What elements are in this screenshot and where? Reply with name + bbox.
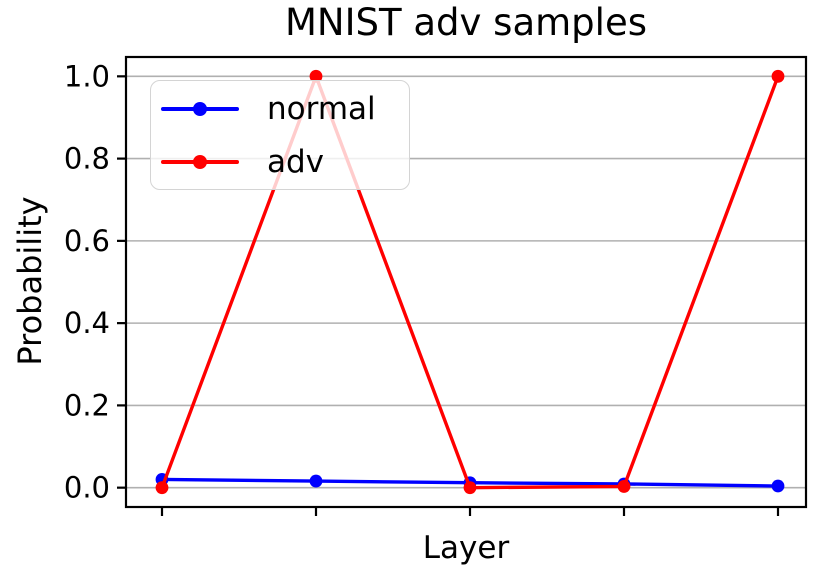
legend-label-normal: normal <box>267 91 376 127</box>
y-axis-label: Probability <box>11 196 49 366</box>
y-tick-label: 0.4 <box>64 306 110 340</box>
series-marker-adv <box>155 481 169 495</box>
series-marker-normal <box>309 474 323 488</box>
chart-title: MNIST adv samples <box>285 1 647 44</box>
y-tick-label: 1.0 <box>64 59 110 93</box>
legend-marker-normal <box>193 102 207 116</box>
legend-entry-normal: normal <box>161 88 409 130</box>
y-tick-label: 0.8 <box>64 142 110 176</box>
series-marker-normal <box>771 479 785 493</box>
y-tick-label: 0.2 <box>64 388 110 422</box>
legend-sample-normal <box>161 88 239 130</box>
x-axis-label: Layer <box>422 530 510 566</box>
series-marker-adv <box>309 69 323 83</box>
legend-marker-adv <box>193 155 207 169</box>
plot-border <box>124 55 808 509</box>
y-tick-label: 0.0 <box>64 471 110 505</box>
legend: normal adv <box>150 80 410 190</box>
legend-sample-adv <box>161 141 239 183</box>
y-tick-label: 0.6 <box>64 224 110 258</box>
series-marker-adv <box>617 480 631 493</box>
legend-label-adv: adv <box>267 144 325 180</box>
legend-entry-adv: adv <box>161 141 409 183</box>
series-marker-adv <box>463 481 477 495</box>
series-marker-adv <box>771 69 785 83</box>
